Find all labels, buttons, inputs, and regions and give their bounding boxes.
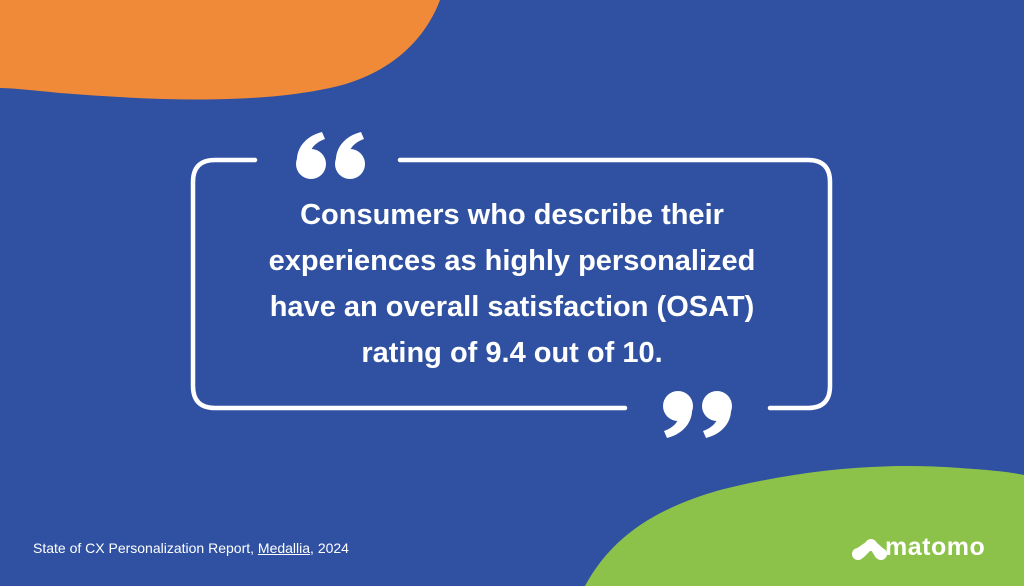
frame-left	[190, 157, 628, 411]
logo-text: matomo	[885, 533, 986, 561]
quote-line: rating of 9.4 out of 10.	[361, 337, 663, 369]
open-quote-mark	[296, 132, 365, 179]
source-link[interactable]: Medallia	[257, 540, 311, 556]
source: State of CX Personalization Report, Meda…	[33, 540, 349, 556]
logo-icon	[852, 539, 887, 560]
green-blob	[585, 466, 1024, 586]
source-year: , 2024	[310, 540, 349, 556]
frame-right	[397, 157, 833, 411]
quote-line: have an overall satisfaction (OSAT)	[269, 291, 755, 323]
orange-blob	[0, 0, 440, 100]
quote-line: experiences as highly personalized	[268, 245, 756, 277]
quote-text: Consumers who describe their experiences …	[200, 192, 824, 376]
source-text: State of CX Personalization Report,	[33, 540, 258, 556]
close-quote-mark	[663, 391, 732, 438]
quote-line: Consumers who describe their	[300, 199, 724, 231]
